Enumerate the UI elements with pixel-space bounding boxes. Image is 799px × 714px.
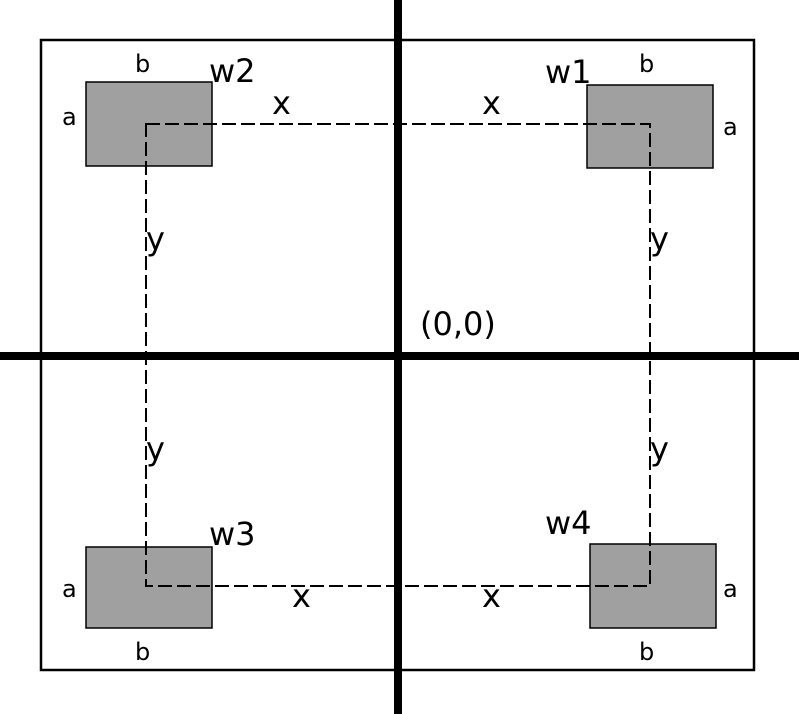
y-label-top-left: y: [146, 220, 165, 258]
w4-width-label: b: [639, 638, 654, 666]
w2-side-label: a: [62, 103, 77, 131]
y-label-bottom-right: y: [650, 430, 669, 468]
w1-side-label: a: [723, 113, 738, 141]
x-label-bottom-left: x: [292, 577, 311, 615]
w1-width-label: b: [639, 50, 654, 78]
x-label-bottom-right: x: [482, 577, 501, 615]
x-label-top-right: x: [482, 84, 501, 122]
y-label-top-right: y: [650, 220, 669, 258]
block-w3: [85, 546, 213, 629]
w2-label: w2: [209, 52, 256, 90]
w3-width-label: b: [135, 638, 150, 666]
w4-side-label: a: [723, 575, 738, 603]
y-label-bottom-left: y: [146, 430, 165, 468]
x-label-top-left: x: [272, 84, 291, 122]
w2-width-label: b: [135, 50, 150, 78]
w3-label: w3: [209, 515, 256, 553]
w1-label: w1: [545, 53, 592, 91]
w4-label: w4: [545, 504, 592, 542]
w3-side-label: a: [62, 575, 77, 603]
block-w4: [589, 543, 717, 629]
origin-label: (0,0): [420, 305, 496, 343]
